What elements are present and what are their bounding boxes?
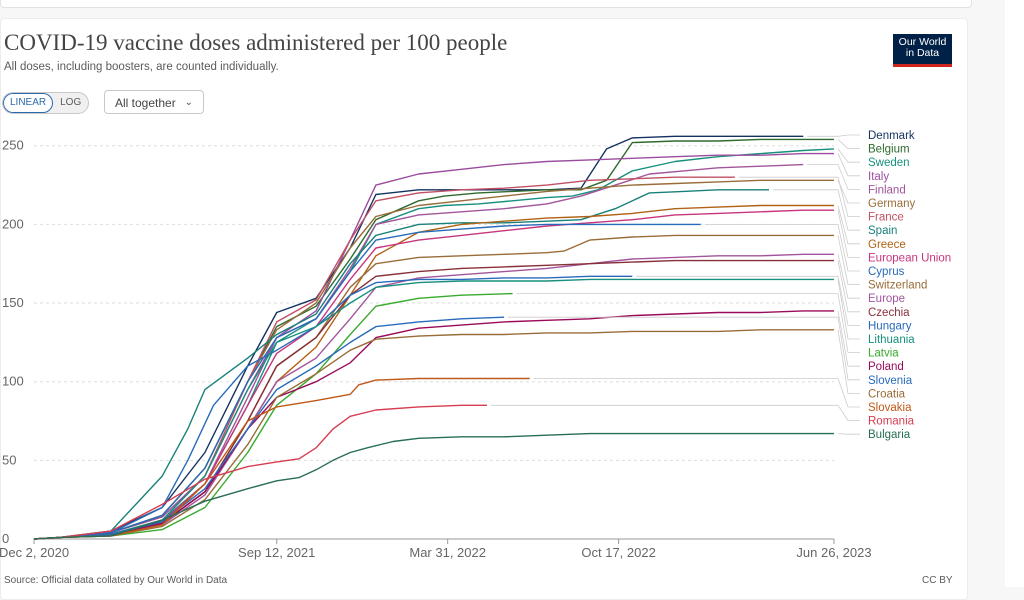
legend-label-czechia: Czechia	[868, 307, 910, 319]
legend-connector	[636, 275, 860, 326]
legend-connector	[508, 316, 860, 381]
source-note: Source: Official data collated by Our Wo…	[4, 575, 228, 586]
legend-connector	[837, 205, 860, 245]
series-line-spain	[33, 189, 769, 540]
grid-layer	[34, 145, 834, 461]
legend-label-slovakia: Slovakia	[868, 402, 912, 414]
series-line-czechia	[33, 259, 834, 540]
legend-label-germany: Germany	[868, 198, 916, 210]
legend-label-european-union: European Union	[868, 252, 951, 264]
x-tick-label: Mar 31, 2022	[409, 545, 486, 560]
legend-connector	[491, 404, 860, 422]
series-line-european-union	[33, 209, 834, 540]
series-line-italy	[33, 152, 834, 540]
series-line-denmark	[33, 135, 804, 540]
legend-connector	[837, 329, 860, 394]
legend-label-cyprus: Cyprus	[868, 266, 905, 278]
legend-connector	[837, 180, 860, 204]
y-tick-label: 250	[2, 138, 24, 153]
legend-label-italy: Italy	[868, 171, 889, 183]
legend-connector	[837, 153, 860, 177]
owid-logo[interactable]: Our World in Data	[893, 34, 952, 67]
legend-connector	[704, 224, 860, 272]
legend-label-spain: Spain	[868, 225, 897, 237]
legend-label-denmark: Denmark	[868, 130, 915, 142]
facet-dropdown[interactable]: All together ⌄	[104, 90, 204, 114]
legend-label-switzerland: Switzerland	[868, 280, 927, 292]
legend-label-latvia: Latvia	[868, 348, 899, 360]
legend-connector	[837, 433, 860, 435]
y-tick-label: 100	[2, 374, 24, 389]
license-link[interactable]: CC BY	[922, 575, 953, 586]
chart-card	[0, 18, 968, 600]
legend-connector	[807, 164, 860, 190]
line-chart: 0 50 100 150 200 250 Dec 2, 2020 Sep 12, 2021 Ma…	[0, 130, 951, 560]
legend-label-bulgaria: Bulgaria	[868, 429, 911, 441]
legend-label-hungary: Hungary	[868, 320, 912, 332]
legend-connector	[837, 310, 860, 367]
series-line-slovenia	[33, 316, 505, 540]
series-line-belgium	[33, 138, 834, 540]
legend-connector	[516, 293, 860, 354]
y-tick-label: 0	[2, 531, 9, 546]
x-tick-label: Jun 26, 2023	[796, 545, 871, 560]
legend-connector	[807, 134, 860, 137]
legend-connector	[837, 279, 860, 340]
legend-connector	[773, 189, 860, 231]
series-line-finland	[33, 163, 804, 540]
series-line-bulgaria	[33, 432, 834, 540]
series-line-switzerland	[33, 234, 834, 540]
legend-label-sweden: Sweden	[868, 157, 910, 169]
previous-card-edge	[0, 0, 972, 8]
page-gutter	[1005, 0, 1024, 587]
y-tick-label: 150	[2, 295, 24, 310]
legend-label-romania: Romania	[868, 416, 915, 428]
series-line-europe	[33, 253, 834, 540]
legend-label-lithuania: Lithuania	[868, 334, 915, 346]
facet-dropdown-label: All together	[115, 96, 176, 110]
legend-connector	[738, 176, 860, 217]
legend-connector	[837, 148, 860, 163]
series-line-cyprus	[33, 223, 701, 540]
legend-connector	[837, 139, 860, 150]
chart-title: COVID-19 vaccine doses administered per …	[4, 30, 508, 55]
y-tick-label: 50	[2, 452, 16, 467]
x-tick-label: Oct 17, 2022	[581, 545, 655, 560]
legend-label-poland: Poland	[868, 361, 904, 373]
legend-connector	[837, 254, 860, 299]
x-tick-label: Dec 2, 2020	[0, 545, 69, 560]
legend-connector	[533, 378, 860, 408]
linear-scale-button[interactable]: LINEAR	[3, 93, 54, 113]
legend-connector	[837, 235, 860, 286]
y-tick-label: 200	[2, 216, 24, 231]
legend-label-finland: Finland	[868, 184, 906, 196]
series-line-slovakia	[33, 377, 530, 540]
series-layer	[33, 135, 835, 540]
series-line-poland	[33, 310, 834, 540]
logo-line-1: Our World	[898, 36, 947, 48]
series-line-romania	[33, 404, 487, 540]
axis-layer: 0 50 100 150 200 250 Dec 2, 2020 Sep 12, 2021 Ma…	[0, 138, 872, 560]
x-tick-label: Sep 12, 2021	[238, 545, 315, 560]
log-scale-button[interactable]: LOG	[60, 97, 82, 108]
series-line-france	[33, 176, 735, 540]
chevron-down-icon: ⌄	[184, 97, 193, 108]
legend-label-belgium: Belgium	[868, 144, 910, 156]
legend-label-france: France	[868, 212, 904, 224]
chart-subtitle: All doses, including boosters, are count…	[4, 61, 279, 73]
legend-label-slovenia: Slovenia	[868, 375, 913, 387]
legend-connector	[837, 260, 860, 313]
series-line-croatia	[33, 329, 834, 540]
series-line-lithuania	[33, 278, 834, 540]
scale-toggle: LINEAR LOG	[2, 92, 90, 114]
legend-label-croatia: Croatia	[868, 388, 906, 400]
legend-label-greece: Greece	[868, 239, 906, 251]
logo-line-2: in Data	[905, 47, 940, 59]
legend-connector	[837, 210, 860, 258]
legend-label-europe: Europe	[868, 293, 905, 305]
